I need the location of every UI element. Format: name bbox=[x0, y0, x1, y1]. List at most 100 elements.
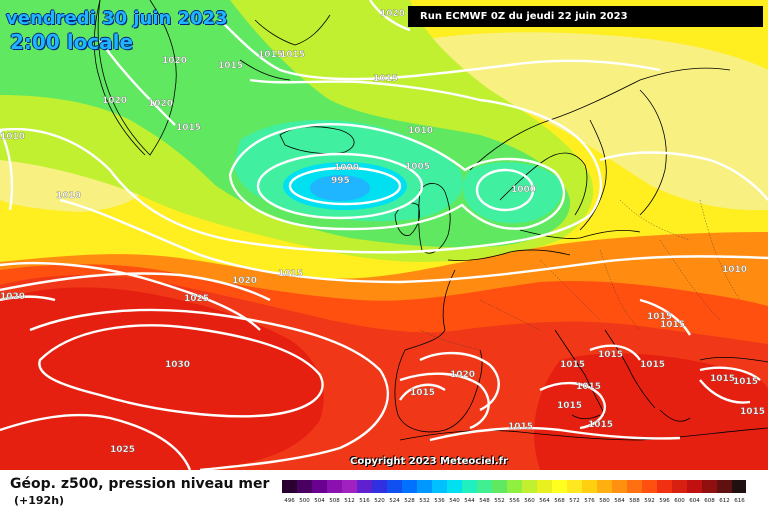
scale-tick-label: 560 bbox=[524, 498, 535, 504]
deep-red-region bbox=[0, 287, 324, 470]
scale-swatch bbox=[627, 480, 642, 493]
scale-swatch bbox=[387, 480, 402, 493]
isobar-label: 1015 bbox=[740, 407, 765, 417]
isobar-label: 1015 bbox=[660, 320, 685, 330]
isobar-label: 1015 bbox=[647, 312, 672, 322]
isobar-label: 1020 bbox=[232, 276, 257, 286]
model-run-text: Run ECMWF 0Z du jeudi 22 juin 2023 bbox=[420, 11, 628, 22]
mint-region-east bbox=[462, 162, 563, 224]
isobar-label: 1015 bbox=[560, 360, 585, 370]
scale-swatch bbox=[537, 480, 552, 493]
isobar-label: 1025 bbox=[110, 445, 135, 455]
scale-swatch bbox=[492, 480, 507, 493]
isobar-label: 1015 bbox=[176, 123, 201, 133]
isobar-label: 1010 bbox=[408, 126, 433, 136]
deep-red-region-east bbox=[534, 353, 768, 470]
scale-swatch bbox=[732, 480, 746, 493]
scale-swatch bbox=[327, 480, 342, 493]
scale-swatch bbox=[642, 480, 657, 493]
legend-title: Géop. z500, pression niveau mer bbox=[10, 476, 270, 492]
isobar-label: 1015 bbox=[640, 360, 665, 370]
isobar-label: 1015 bbox=[710, 374, 735, 384]
isobar-label: 1020 bbox=[380, 9, 405, 19]
scale-swatch bbox=[702, 480, 717, 493]
scale-tick-label: 604 bbox=[689, 498, 700, 504]
isobar-label: 1015 bbox=[733, 377, 758, 387]
scale-tick-label: 536 bbox=[434, 498, 445, 504]
scale-swatch bbox=[342, 480, 357, 493]
scale-tick-label: 524 bbox=[389, 498, 400, 504]
scale-tick-label: 504 bbox=[314, 498, 325, 504]
scale-swatch bbox=[717, 480, 732, 493]
isobar-labels-extra: 1015 1015 1015 bbox=[508, 407, 765, 432]
isobar-label: 1015 bbox=[218, 61, 243, 71]
legend-bar: Géop. z500, pression niveau mer (+192h) … bbox=[0, 470, 768, 512]
isobar-label: 1030 bbox=[165, 360, 190, 370]
scale-tick-label: 532 bbox=[419, 498, 430, 504]
scale-tick-label: 528 bbox=[404, 498, 415, 504]
isobar-label: 1020 bbox=[102, 96, 127, 106]
scale-tick-label: 600 bbox=[674, 498, 685, 504]
model-run-info: Run ECMWF 0Z du jeudi 22 juin 2023 bbox=[408, 6, 763, 27]
scale-tick-label: 540 bbox=[449, 498, 460, 504]
isobar-label: 1015 bbox=[373, 74, 398, 84]
isobar-label: 1000 bbox=[511, 185, 536, 195]
scale-tick-label: 500 bbox=[299, 498, 310, 504]
scale-swatch bbox=[612, 480, 627, 493]
scale-tick-label: 576 bbox=[584, 498, 595, 504]
isobar-labels: 1020 1015 1015 1015 1020 1020 1020 1015 … bbox=[0, 9, 758, 455]
scale-tick-label: 596 bbox=[659, 498, 670, 504]
scale-swatch bbox=[687, 480, 702, 493]
scale-tick-label: 508 bbox=[329, 498, 340, 504]
isobar-label: 1015 bbox=[598, 350, 623, 360]
scale-swatch bbox=[507, 480, 522, 493]
isobar-label: 1005 bbox=[405, 162, 430, 172]
scale-swatch bbox=[597, 480, 612, 493]
scale-tick-label: 568 bbox=[554, 498, 565, 504]
scale-swatch bbox=[567, 480, 582, 493]
scale-tick-label: 616 bbox=[734, 498, 745, 504]
isobar-label: 1025 bbox=[184, 294, 209, 304]
scale-swatch bbox=[447, 480, 462, 493]
scale-swatch bbox=[522, 480, 537, 493]
isobar-label: 1020 bbox=[148, 99, 173, 109]
scale-swatch bbox=[657, 480, 672, 493]
isobar-label: 1015 bbox=[576, 382, 601, 392]
scale-tick-label: 580 bbox=[599, 498, 610, 504]
scale-swatch bbox=[282, 480, 297, 493]
scale-swatch bbox=[432, 480, 447, 493]
pressure-map: 1020 1015 1015 1015 1020 1020 1020 1015 … bbox=[0, 0, 768, 470]
scale-tick-label: 592 bbox=[644, 498, 655, 504]
scale-swatch bbox=[372, 480, 387, 493]
forecast-time: 2:00 locale bbox=[10, 30, 134, 54]
country-borders bbox=[419, 199, 741, 351]
scale-tick-label: 556 bbox=[509, 498, 520, 504]
isobar-label: 995 bbox=[331, 176, 350, 186]
forecast-date: vendredi 30 juin 2023 bbox=[6, 8, 228, 29]
scale-swatch bbox=[582, 480, 597, 493]
scale-swatch bbox=[312, 480, 327, 493]
scale-tick-label: 520 bbox=[374, 498, 385, 504]
scale-tick-label: 612 bbox=[719, 498, 730, 504]
isobar-label: 1015 bbox=[508, 422, 533, 432]
isobar-label: 1015 bbox=[278, 269, 303, 279]
isobar-label: 1020 bbox=[162, 56, 187, 66]
isobar-label: 1020 bbox=[0, 292, 25, 302]
scale-tick-label: 572 bbox=[569, 498, 580, 504]
pale-yellow-region-west bbox=[0, 150, 142, 212]
blue-low-core bbox=[310, 175, 370, 201]
legend-subtitle: (+192h) bbox=[14, 494, 65, 507]
isobar-label: 1015 bbox=[258, 50, 283, 60]
scale-swatch bbox=[417, 480, 432, 493]
isobar-label: 1010 bbox=[0, 132, 25, 142]
isobars bbox=[0, 0, 768, 470]
isobar-label: 1000 bbox=[334, 163, 359, 173]
scale-swatch bbox=[462, 480, 477, 493]
isobar-label: 1010 bbox=[56, 191, 81, 201]
scale-tick-label: 548 bbox=[479, 498, 490, 504]
scale-tick-label: 588 bbox=[629, 498, 640, 504]
color-scale: 496 500 504 508 512 516 520 524 528 532 536 540 544 5… bbox=[282, 480, 746, 504]
scale-tick-label: 496 bbox=[284, 498, 295, 504]
scale-tick-label: 564 bbox=[539, 498, 550, 504]
